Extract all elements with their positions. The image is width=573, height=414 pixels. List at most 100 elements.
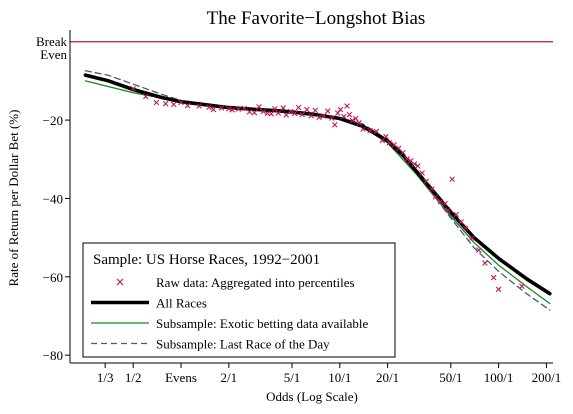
data-point-47 <box>373 128 380 135</box>
data-point-30 <box>308 113 314 119</box>
data-point-0 <box>130 85 136 92</box>
chart-title: The Favorite−Longshot Bias <box>207 8 426 29</box>
data-point-64 <box>445 207 451 214</box>
data-point-24 <box>283 112 290 118</box>
data-point-69 <box>469 235 475 241</box>
y-tick-label: −80 <box>43 348 63 363</box>
data-point-32 <box>316 114 322 121</box>
data-point-61 <box>432 194 439 200</box>
x-tick-label: 1/3 <box>97 370 114 385</box>
legend-box <box>82 242 396 358</box>
y-tick-label: −60 <box>43 270 63 285</box>
data-point-51 <box>391 141 397 148</box>
data-point-46 <box>367 127 373 134</box>
data-point-9 <box>210 106 217 113</box>
data-point-8 <box>206 104 212 110</box>
data-point-11 <box>226 105 232 112</box>
x-tick-label: 100/1 <box>484 370 514 385</box>
data-point-38 <box>337 106 344 113</box>
data-point-67 <box>458 219 464 225</box>
data-point-63 <box>442 200 448 207</box>
data-point-66 <box>453 211 459 218</box>
data-point-7 <box>196 103 202 109</box>
data-point-52 <box>395 145 402 152</box>
x-tick-label: 1/2 <box>125 370 142 385</box>
data-point-35 <box>328 115 335 121</box>
data-point-39 <box>341 113 347 120</box>
data-point-54 <box>404 156 410 162</box>
data-point-62 <box>437 198 444 205</box>
data-point-21 <box>272 105 278 112</box>
legend-label: Subsample: Exotic betting data available <box>156 316 369 331</box>
data-point-28 <box>299 111 306 118</box>
data-point-18 <box>260 108 267 115</box>
data-point-65 <box>449 176 455 183</box>
x-tick-label: 2/1 <box>220 370 237 385</box>
data-point-31 <box>312 107 319 114</box>
data-point-73 <box>495 286 502 293</box>
data-point-16 <box>251 109 258 116</box>
data-point-68 <box>462 225 469 232</box>
data-point-6 <box>184 102 191 109</box>
y-tick-label: −40 <box>43 191 63 206</box>
data-point-5 <box>178 99 184 106</box>
legend-label: Raw data: Aggregated into percentiles <box>156 275 355 290</box>
legend-entries: Raw data: Aggregated into percentiles All… <box>91 275 369 352</box>
data-point-43 <box>352 115 359 122</box>
data-point-27 <box>295 104 302 111</box>
data-point-60 <box>429 186 435 192</box>
data-point-40 <box>344 103 350 109</box>
data-point-53 <box>400 149 406 156</box>
x-tick-label: 50/1 <box>439 370 462 385</box>
legend: Sample: US Horse Races, 1992−2001 Raw da… <box>82 242 396 358</box>
x-tick-label: 5/1 <box>284 370 301 385</box>
data-point-10 <box>218 105 225 111</box>
data-point-70 <box>475 247 482 253</box>
data-point-22 <box>275 110 282 116</box>
data-point-49 <box>383 133 389 140</box>
y-tick-label: −20 <box>43 113 63 128</box>
data-point-57 <box>415 163 421 169</box>
data-point-2 <box>153 99 160 106</box>
x-axis-label: Odds (Log Scale) <box>266 389 358 404</box>
data-point-33 <box>320 113 327 119</box>
data-point-58 <box>419 170 425 176</box>
legend-symbol-raw-data <box>116 278 124 286</box>
y-axis-ticks: −20 −40 −60 −80 <box>43 113 70 363</box>
x-tick-label: 20/1 <box>376 370 399 385</box>
data-point-72 <box>490 274 497 281</box>
x-tick-label: 200/1 <box>532 370 562 385</box>
data-point-42 <box>349 117 356 124</box>
data-point-50 <box>386 140 393 146</box>
data-point-71 <box>482 260 488 266</box>
x-axis-ticks: 1/3 1/2 Evens 2/1 5/1 10/1 20/1 50/1 100/1 200/1 <box>97 363 561 385</box>
data-point-36 <box>332 122 338 128</box>
data-point-29 <box>304 106 310 113</box>
break-even-label-line2: Even <box>40 47 67 62</box>
legend-title: Sample: US Horse Races, 1992−2001 <box>93 252 320 268</box>
series-line-subsample-last-race-of-the-day <box>84 70 551 311</box>
break-even-label-line1: Break <box>36 34 68 49</box>
data-point-13 <box>235 106 242 112</box>
data-point-17 <box>256 103 262 110</box>
data-point-56 <box>411 161 418 167</box>
raw-data-points <box>130 85 525 293</box>
data-point-74 <box>519 283 525 290</box>
data-point-14 <box>241 105 247 112</box>
data-point-26 <box>291 110 298 117</box>
data-point-12 <box>229 107 235 113</box>
data-point-15 <box>246 109 253 115</box>
data-point-3 <box>162 100 169 107</box>
x-tick-label: 10/1 <box>328 370 351 385</box>
data-point-59 <box>423 178 430 185</box>
series-line-all-races <box>83 73 552 296</box>
data-point-25 <box>287 108 294 115</box>
legend-label: Subsample: Last Race of the Day <box>156 337 330 352</box>
data-point-41 <box>346 111 353 118</box>
data-point-44 <box>356 120 362 126</box>
data-point-1 <box>142 93 149 100</box>
data-point-45 <box>360 126 366 132</box>
